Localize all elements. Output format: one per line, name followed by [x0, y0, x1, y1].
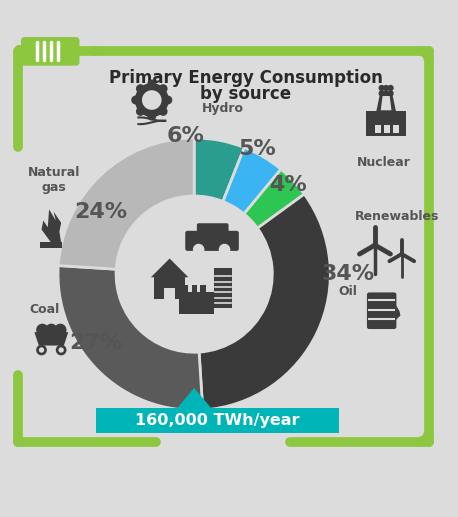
Circle shape — [136, 107, 145, 116]
Circle shape — [36, 345, 47, 355]
Text: 24%: 24% — [74, 202, 127, 222]
Text: 27%: 27% — [69, 333, 123, 353]
Polygon shape — [388, 302, 400, 322]
Text: Oil: Oil — [339, 285, 358, 298]
Text: Hydro: Hydro — [202, 102, 244, 115]
Text: 160,000 TWh/year: 160,000 TWh/year — [136, 413, 300, 428]
Circle shape — [136, 84, 145, 93]
Circle shape — [39, 347, 44, 353]
Text: Coal: Coal — [29, 303, 60, 316]
Circle shape — [36, 324, 49, 336]
Circle shape — [383, 85, 389, 91]
Circle shape — [116, 196, 273, 352]
Circle shape — [147, 112, 156, 120]
Circle shape — [142, 90, 162, 110]
Circle shape — [135, 83, 169, 117]
Circle shape — [193, 244, 204, 255]
Circle shape — [45, 324, 58, 336]
Circle shape — [219, 244, 230, 255]
Text: 6%: 6% — [166, 126, 204, 146]
Circle shape — [379, 85, 385, 91]
Bar — [375, 126, 381, 133]
Text: Nuclear: Nuclear — [357, 156, 411, 169]
Wedge shape — [194, 138, 244, 202]
FancyBboxPatch shape — [197, 223, 229, 238]
Polygon shape — [177, 388, 211, 408]
Circle shape — [379, 90, 385, 97]
Bar — [154, 277, 185, 299]
Polygon shape — [42, 209, 61, 243]
Wedge shape — [244, 169, 304, 228]
Wedge shape — [58, 138, 194, 269]
Polygon shape — [376, 94, 396, 111]
Bar — [191, 285, 197, 294]
Circle shape — [372, 242, 378, 248]
Circle shape — [387, 90, 394, 97]
Text: Natural
gas: Natural gas — [27, 166, 80, 194]
Wedge shape — [223, 147, 281, 214]
Text: 34%: 34% — [322, 264, 375, 284]
Bar — [384, 126, 390, 133]
Circle shape — [400, 252, 404, 256]
Circle shape — [56, 345, 66, 355]
Text: 4%: 4% — [269, 175, 307, 195]
Bar — [40, 242, 62, 248]
Circle shape — [158, 84, 168, 93]
Circle shape — [383, 90, 389, 97]
Bar — [393, 126, 399, 133]
Wedge shape — [199, 194, 330, 410]
Circle shape — [59, 347, 64, 353]
FancyBboxPatch shape — [96, 408, 339, 433]
Bar — [201, 285, 206, 294]
Polygon shape — [34, 332, 68, 345]
Polygon shape — [381, 96, 392, 110]
Text: 5%: 5% — [238, 139, 276, 159]
Polygon shape — [151, 258, 188, 277]
Bar — [179, 292, 214, 314]
Bar — [214, 268, 232, 309]
Text: by source: by source — [200, 85, 291, 103]
FancyBboxPatch shape — [367, 293, 396, 329]
Circle shape — [158, 107, 168, 116]
Circle shape — [387, 85, 394, 91]
Circle shape — [147, 80, 156, 88]
Circle shape — [54, 324, 66, 336]
FancyBboxPatch shape — [21, 37, 79, 66]
Bar — [366, 111, 406, 136]
Polygon shape — [149, 92, 155, 108]
Bar — [164, 287, 175, 299]
Circle shape — [131, 96, 140, 104]
Text: Primary Energy Consumption: Primary Energy Consumption — [109, 69, 382, 87]
Text: Renewables: Renewables — [355, 209, 439, 223]
Bar — [183, 285, 188, 294]
Circle shape — [164, 96, 172, 104]
FancyBboxPatch shape — [185, 231, 239, 251]
Wedge shape — [58, 266, 203, 410]
